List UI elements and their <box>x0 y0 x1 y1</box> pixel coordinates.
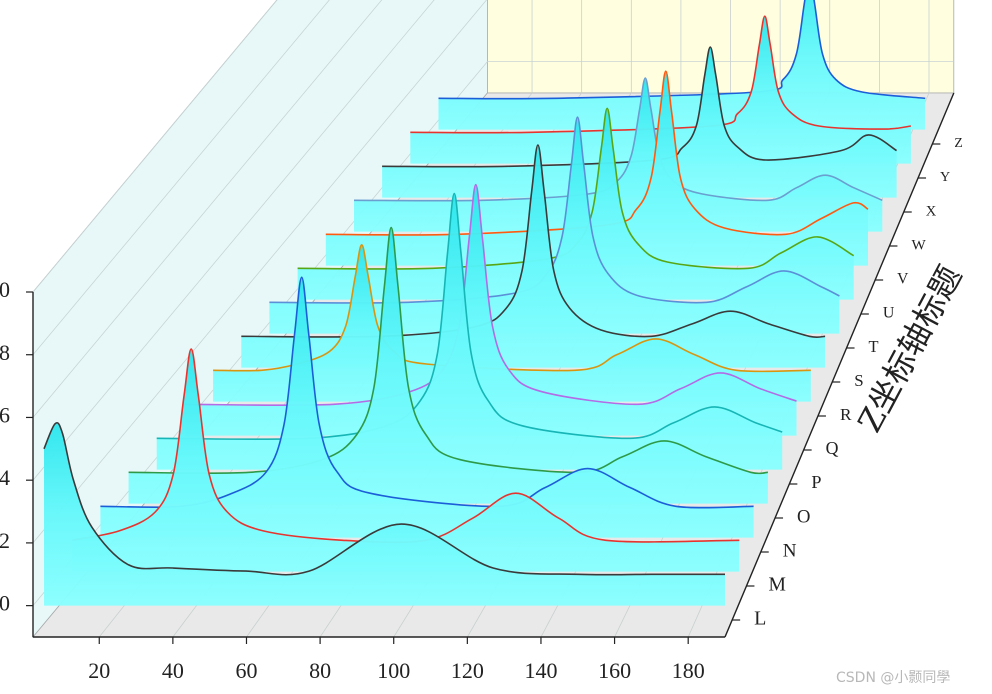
y-tick-label: 0.4 <box>0 465 10 490</box>
z-tick-label: R <box>840 405 852 424</box>
z-tick-label: Y <box>940 169 950 185</box>
series-line <box>128 226 768 475</box>
y-tick-label: 1.0 <box>0 277 10 302</box>
z-tick-label: P <box>811 472 821 492</box>
series-area <box>72 349 740 572</box>
series-area <box>241 145 826 368</box>
series-line <box>353 77 883 202</box>
z-tick-label: Q <box>826 438 839 458</box>
x-tick-label: 40 <box>162 658 184 683</box>
planes <box>43 0 926 606</box>
y-grid-line <box>32 0 330 355</box>
x-tick-label: 100 <box>377 658 410 683</box>
x-tick-label: 180 <box>672 658 705 683</box>
series-area <box>156 193 783 470</box>
z-tick-label: W <box>911 237 926 253</box>
z-tick-label: X <box>926 203 937 219</box>
x-tick-label: 160 <box>598 658 631 683</box>
series-area <box>184 184 797 436</box>
watermark: CSDN @小颢同學 <box>836 670 950 686</box>
x-tick-label: 80 <box>309 658 331 683</box>
series-line <box>410 15 912 134</box>
z-tick-label: M <box>768 575 785 596</box>
x-tick-label: 60 <box>235 658 257 683</box>
series-line <box>72 348 740 544</box>
y-grid-line <box>32 0 278 293</box>
y-grid-line <box>32 0 383 418</box>
z-tick-label: T <box>869 337 879 356</box>
series-area <box>100 277 754 538</box>
series-area <box>213 244 811 402</box>
y-tick-label: 0.0 <box>0 591 10 616</box>
y-tick-label: 0.8 <box>0 340 10 365</box>
series-area <box>44 422 725 606</box>
series-area <box>410 16 911 164</box>
series-line <box>100 276 754 509</box>
z-tick-label: O <box>797 506 810 527</box>
back-wall <box>486 0 955 94</box>
z-tick-label: S <box>854 371 863 390</box>
x-tick-label: 140 <box>524 658 557 683</box>
z-tick-label: L <box>754 608 766 630</box>
y-grid-line <box>32 0 435 481</box>
series-area <box>438 0 926 130</box>
x-tick-label: 20 <box>88 658 110 683</box>
z-tick-label: V <box>897 271 909 288</box>
z-axis <box>724 92 955 638</box>
z-tick-label: N <box>783 540 797 561</box>
y-tick-label: 0.2 <box>0 528 10 553</box>
y-grid-line <box>32 0 488 544</box>
x-tick-label: 120 <box>451 658 484 683</box>
series-line <box>43 421 725 576</box>
y-tick-label: 0.6 <box>0 403 10 428</box>
z-tick-label: Z <box>954 135 962 150</box>
z-tick-label: U <box>883 305 895 322</box>
